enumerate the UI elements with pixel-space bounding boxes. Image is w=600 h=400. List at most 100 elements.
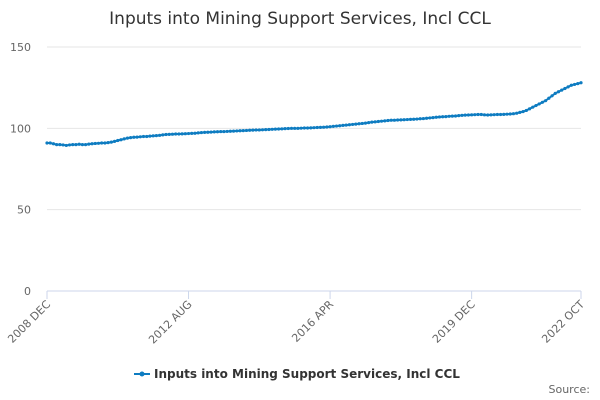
- point: [96, 141, 101, 145]
- point: [363, 121, 368, 125]
- point: [460, 113, 464, 117]
- point: [109, 140, 113, 144]
- point: [119, 138, 123, 142]
- point: [299, 126, 303, 130]
- point: [540, 100, 544, 104]
- point: [225, 129, 229, 134]
- point: [482, 113, 487, 117]
- legend-label: Inputs into Mining Support Services, Inc…: [154, 367, 460, 381]
- point: [473, 113, 477, 117]
- point: [431, 115, 435, 120]
- point: [492, 113, 496, 117]
- point: [61, 143, 65, 147]
- point: [553, 91, 557, 95]
- point: [206, 130, 210, 134]
- point: [351, 122, 355, 127]
- point: [437, 115, 442, 119]
- point: [196, 131, 200, 135]
- point: [215, 130, 220, 134]
- point: [170, 132, 175, 136]
- chart-title: Inputs into Mining Support Services, Inc…: [109, 9, 491, 29]
- point: [376, 119, 380, 124]
- point: [167, 132, 171, 136]
- point: [235, 129, 239, 133]
- point: [248, 128, 252, 132]
- point: [318, 125, 323, 129]
- point: [257, 128, 261, 132]
- point: [129, 136, 133, 140]
- point: [164, 132, 168, 137]
- point: [231, 129, 236, 133]
- point: [325, 125, 329, 129]
- point: [161, 133, 165, 137]
- point: [77, 142, 81, 146]
- point: [67, 143, 72, 147]
- point: [392, 118, 397, 122]
- point: [103, 141, 107, 145]
- point: [203, 130, 207, 134]
- point: [450, 114, 454, 118]
- point: [222, 129, 226, 134]
- point: [534, 103, 538, 108]
- point: [386, 118, 390, 123]
- x-tick-label: 2022 OCT: [539, 298, 587, 346]
- point: [505, 112, 509, 116]
- x-tick-label: 2012 AUG: [146, 298, 195, 347]
- point: [560, 88, 564, 92]
- point: [219, 129, 223, 134]
- point: [183, 132, 187, 136]
- point: [489, 113, 493, 117]
- point: [45, 141, 49, 145]
- point: [87, 142, 91, 146]
- point: [524, 108, 528, 113]
- point: [566, 85, 570, 89]
- point: [309, 126, 313, 130]
- point: [556, 90, 561, 94]
- point: [145, 134, 149, 139]
- point: [463, 113, 467, 117]
- point: [508, 112, 512, 116]
- point: [277, 127, 281, 131]
- point: [441, 115, 445, 119]
- point: [466, 113, 471, 117]
- y-tick-label: 50: [17, 204, 31, 217]
- point: [289, 126, 294, 130]
- point: [283, 127, 287, 131]
- point: [244, 128, 249, 133]
- point: [357, 122, 361, 126]
- point: [84, 143, 88, 147]
- point: [260, 128, 265, 132]
- point: [331, 124, 335, 128]
- point: [193, 131, 197, 135]
- x-tick-label: 2019 DEC: [430, 298, 478, 346]
- point: [286, 126, 290, 131]
- point: [228, 129, 232, 133]
- point: [90, 142, 94, 146]
- x-tick-label: 2008 DEC: [5, 298, 53, 346]
- point: [296, 126, 300, 130]
- point: [174, 132, 178, 136]
- point: [389, 118, 393, 122]
- point: [408, 117, 413, 121]
- y-tick-label: 0: [24, 285, 31, 298]
- point: [396, 118, 400, 122]
- point: [444, 115, 448, 119]
- point: [415, 117, 419, 121]
- point: [424, 116, 429, 120]
- point: [457, 114, 461, 118]
- point: [572, 82, 577, 87]
- point: [312, 126, 316, 130]
- point: [412, 117, 416, 121]
- point: [251, 128, 255, 132]
- point: [453, 114, 458, 118]
- point: [141, 134, 146, 139]
- point: [190, 131, 194, 135]
- point: [264, 128, 268, 132]
- point: [550, 94, 554, 98]
- point: [322, 125, 326, 129]
- point: [511, 112, 516, 116]
- point: [486, 113, 490, 117]
- point: [341, 123, 345, 128]
- point: [370, 120, 374, 124]
